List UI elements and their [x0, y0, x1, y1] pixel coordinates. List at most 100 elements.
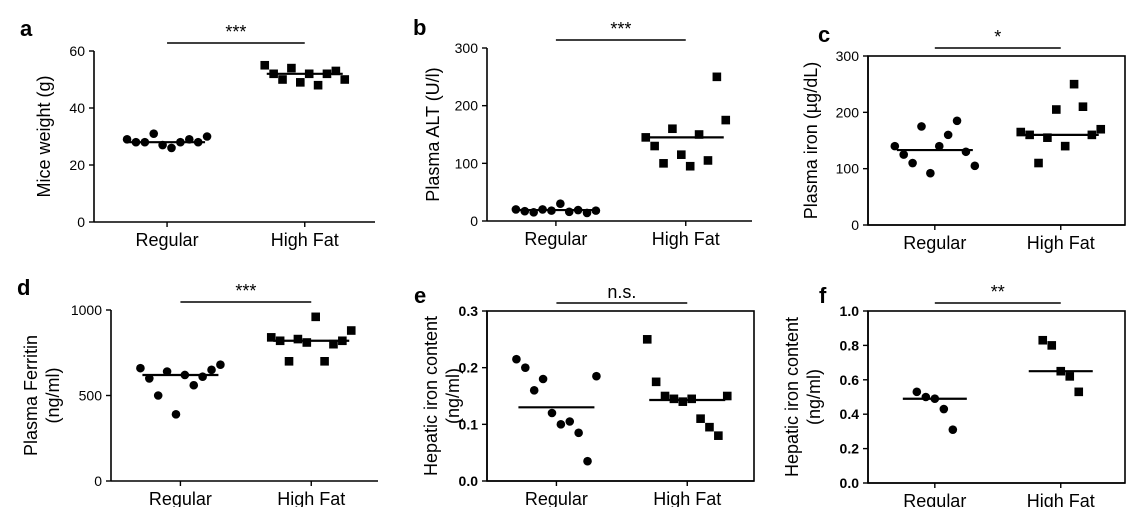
- data-point: [1047, 341, 1057, 350]
- data-point: [934, 141, 944, 151]
- data-point: [694, 130, 704, 139]
- category-label: High Fat: [652, 229, 720, 249]
- plot-frame: [867, 310, 1126, 484]
- y-tick-label: 1.0: [840, 303, 860, 319]
- data-point: [714, 431, 723, 440]
- y-tick-label: 0: [470, 213, 478, 229]
- data-point: [659, 159, 668, 168]
- data-point: [202, 132, 212, 141]
- panel-letter: f: [819, 283, 827, 308]
- category-label: Regular: [136, 230, 199, 250]
- data-point: [651, 377, 661, 387]
- panel-letter: a: [20, 16, 33, 41]
- data-point: [287, 63, 296, 73]
- data-point: [556, 199, 565, 208]
- category-label: High Fat: [1027, 491, 1095, 507]
- data-point: [908, 158, 917, 168]
- significance-label: ***: [610, 19, 631, 39]
- y-axis-label: (ng/ml): [804, 369, 824, 425]
- panel-a: a 0 20 40 60 Regular High Fat Mice weight (g) **…: [20, 16, 375, 250]
- data-point: [592, 371, 601, 381]
- data-point: [696, 414, 705, 423]
- data-point: [171, 410, 181, 419]
- y-tick-label: 300: [836, 48, 860, 64]
- data-point: [921, 392, 931, 402]
- y-tick-label: 0.2: [459, 360, 479, 376]
- data-point: [678, 397, 688, 406]
- y-axis-label: Plasma Ferritin: [21, 335, 41, 456]
- data-point: [703, 156, 713, 165]
- significance-label: ***: [235, 281, 256, 301]
- panel-d: d 0 500 1000 Regular High Fat Plasma Ferritin(…: [17, 275, 378, 507]
- panel-c: c 0 100 200 300 Regular High Fat Plasma iron (µ…: [801, 22, 1126, 253]
- data-point: [583, 456, 592, 466]
- panel-letter: e: [414, 283, 426, 308]
- data-point: [899, 150, 909, 159]
- data-point: [329, 339, 338, 349]
- y-tick-label: 0.1: [459, 416, 479, 432]
- significance-label: n.s.: [607, 282, 636, 302]
- data-point: [284, 357, 294, 366]
- data-point: [331, 66, 341, 76]
- data-point: [340, 75, 350, 84]
- significance-label: *: [994, 27, 1001, 47]
- y-axis-label: (ng/ml): [43, 367, 63, 423]
- data-point: [1096, 124, 1106, 134]
- panel-letter: b: [413, 15, 426, 40]
- y-tick-label: 0: [851, 217, 859, 233]
- data-point: [1052, 105, 1061, 114]
- data-point: [529, 386, 539, 395]
- data-point: [296, 78, 305, 87]
- y-axis-label: Plasma iron (µg/dL): [801, 62, 821, 219]
- data-point: [293, 334, 303, 344]
- y-axis-label: Hepatic iron content: [421, 316, 441, 476]
- data-point: [278, 75, 287, 84]
- y-tick-label: 0.3: [459, 303, 479, 319]
- data-point: [943, 130, 953, 140]
- category-label: Regular: [524, 229, 587, 249]
- data-point: [641, 133, 651, 142]
- data-point: [948, 425, 958, 434]
- y-tick-label: 200: [455, 98, 479, 114]
- data-point: [1069, 79, 1079, 89]
- y-tick-label: 0.0: [840, 475, 860, 491]
- data-point: [313, 80, 323, 90]
- y-tick-label: 20: [69, 157, 85, 173]
- data-point: [1034, 158, 1043, 168]
- data-point: [521, 363, 530, 372]
- data-point: [260, 60, 270, 70]
- y-tick-label: 300: [455, 40, 479, 56]
- category-label: High Fat: [271, 230, 339, 250]
- data-point: [207, 365, 216, 375]
- data-point: [216, 360, 225, 370]
- data-point: [136, 363, 145, 373]
- y-tick-label: 0.4: [840, 406, 860, 422]
- data-point: [660, 391, 670, 401]
- data-point: [520, 206, 530, 216]
- plot-frame: [486, 310, 755, 482]
- category-label: Regular: [903, 233, 966, 253]
- data-point: [668, 124, 677, 134]
- data-point: [1078, 102, 1088, 111]
- y-tick-label: 100: [836, 161, 860, 177]
- y-tick-label: 500: [79, 388, 103, 404]
- panel-e: e 0.0 0.1 0.2 0.3 Regular High Fat Hepatic iron…: [414, 282, 755, 507]
- data-point: [189, 380, 199, 390]
- data-point: [939, 404, 949, 414]
- data-point: [1016, 127, 1026, 137]
- data-point: [722, 391, 732, 401]
- y-axis-label: Hepatic iron content: [782, 317, 802, 477]
- data-point: [149, 129, 159, 138]
- data-point: [912, 387, 922, 397]
- panel-letter: d: [17, 275, 30, 300]
- data-point: [642, 335, 652, 344]
- category-label: High Fat: [1027, 233, 1095, 253]
- y-axis-label: (ng/ml): [443, 368, 463, 424]
- data-point: [320, 357, 329, 366]
- data-point: [167, 143, 176, 153]
- panel-letter: c: [818, 22, 830, 47]
- category-label: High Fat: [653, 489, 721, 507]
- data-point: [677, 150, 686, 159]
- panel-f: f 0.0 0.2 0.4 0.6 0.8 1.0 Regular High Fat Hepati…: [782, 282, 1126, 507]
